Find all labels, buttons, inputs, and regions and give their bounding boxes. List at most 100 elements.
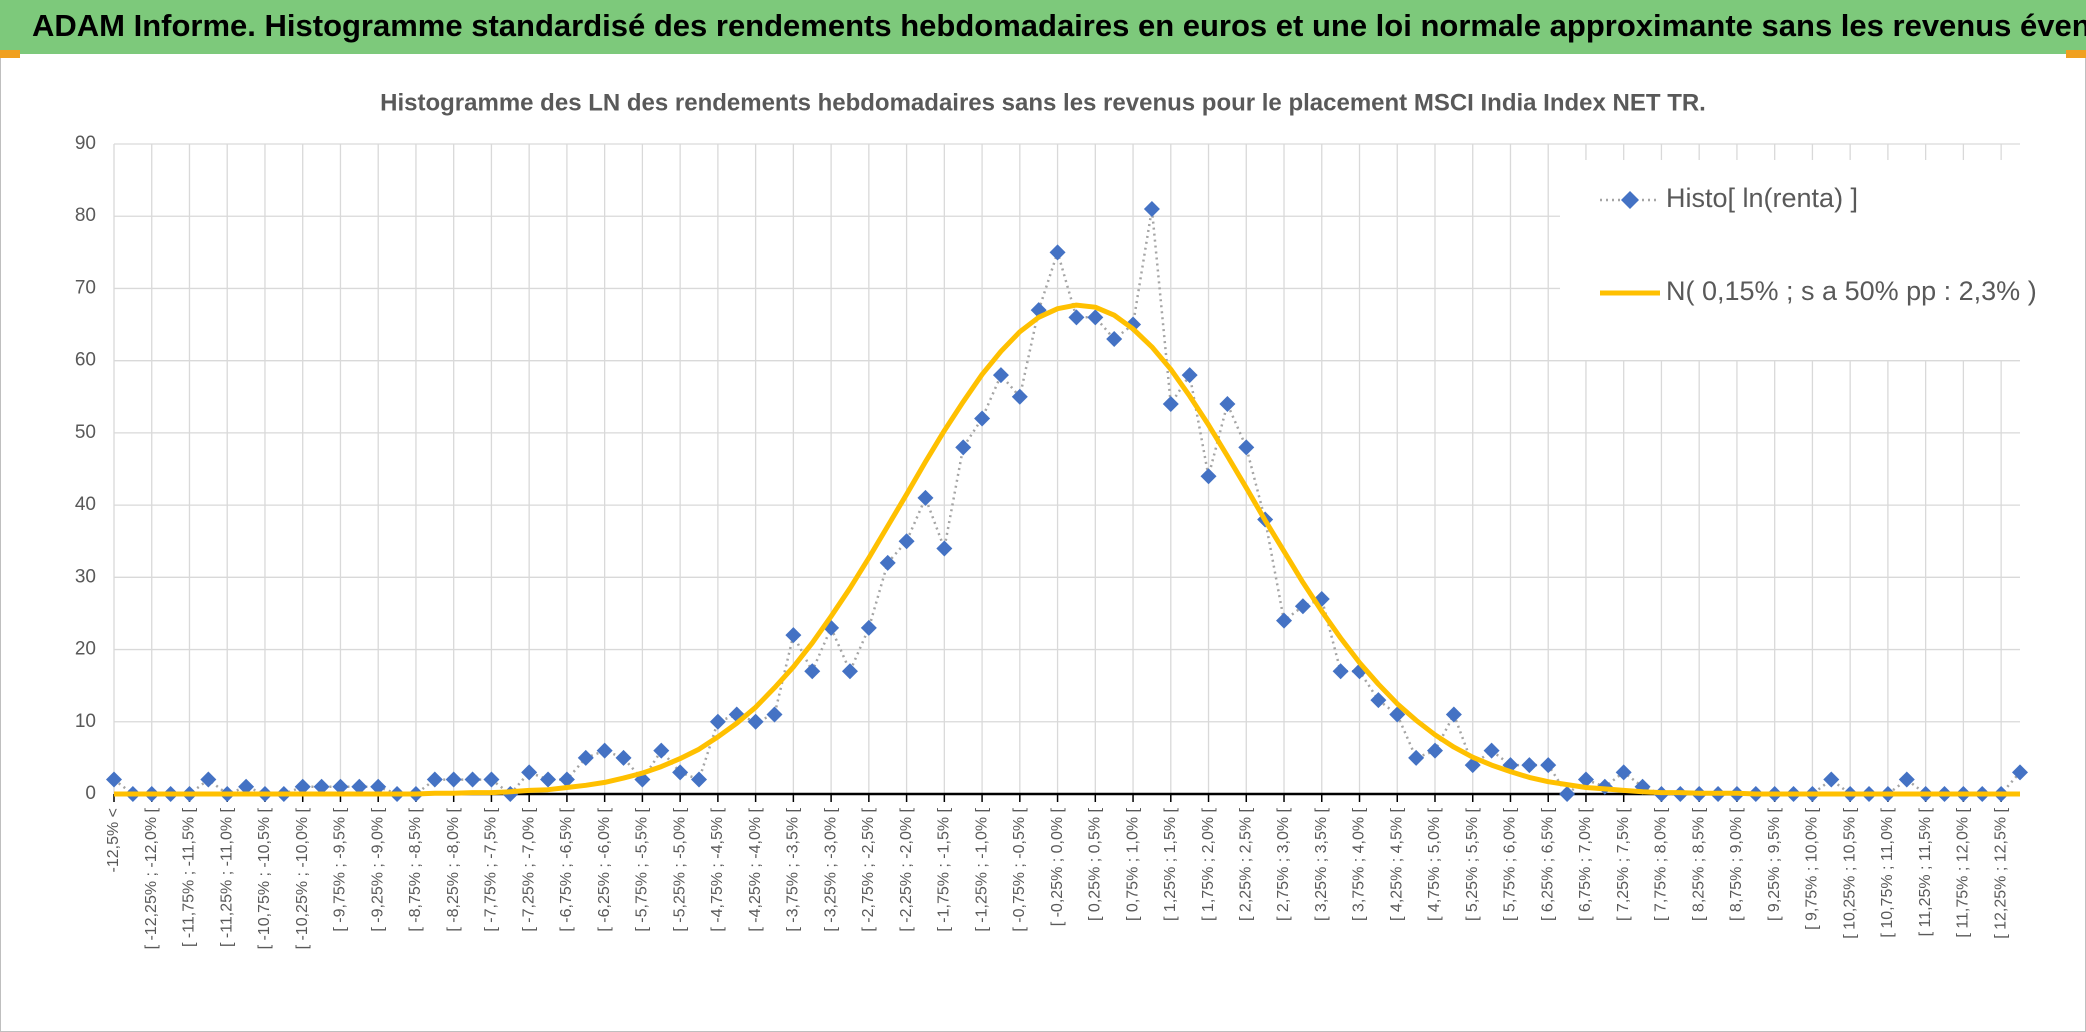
point [841, 663, 858, 680]
y-tick-label: 80 [75, 205, 96, 226]
point [672, 764, 689, 781]
point [332, 778, 349, 795]
x-tick-label: [ -6,25% ; -6,0% [ [596, 807, 613, 931]
point [785, 627, 802, 644]
point [2012, 764, 2028, 781]
point [992, 367, 1009, 384]
point [1408, 749, 1425, 766]
x-tick-label: [ 6,25% ; 6,5% [ [1539, 807, 1556, 921]
y-tick-label: 40 [75, 494, 96, 515]
header-bar [0, 0, 2086, 54]
point [200, 771, 217, 788]
point [917, 489, 934, 506]
x-tick-label: [ -1,25% ; -1,0% [ [973, 807, 990, 931]
x-tick-label: [ 2,75% ; 3,0% [ [1275, 807, 1292, 921]
point [1200, 468, 1217, 485]
point [936, 540, 953, 557]
point [370, 778, 387, 795]
point [1559, 786, 1576, 802]
point [1276, 612, 1293, 629]
point [1823, 771, 1840, 788]
x-tick-label: [ -5,25% ; -5,0% [ [671, 807, 688, 931]
point [238, 778, 255, 795]
legend-swatch-marker [1621, 191, 1639, 209]
point [879, 554, 896, 571]
x-tick-label: [ -7,25% ; -7,0% [ [520, 807, 537, 931]
x-tick-label: [ 4,25% ; 4,5% [ [1388, 807, 1405, 921]
chart-title: Histogramme des LN des rendements hebdom… [380, 89, 1706, 116]
x-tick-label: [ -2,25% ; -2,0% [ [898, 807, 915, 931]
x-tick-label: [ -0,25% ; 0,0% [ [1049, 807, 1066, 926]
x-tick-label: [ 8,75% ; 9,0% [ [1728, 807, 1745, 921]
y-tick-label: 90 [75, 133, 96, 154]
x-tick-label: [ 12,25% ; 12,5% [ [1992, 807, 2009, 938]
point [653, 742, 670, 759]
y-tick-label: 70 [75, 277, 96, 298]
x-tick-label: [ 5,75% ; 6,0% [ [1502, 807, 1519, 921]
point [1540, 757, 1557, 774]
point [1238, 439, 1255, 456]
x-tick-label: [ -5,75% ; -5,5% [ [634, 807, 651, 931]
x-tick-label: [ 8,25% ; 8,5% [ [1690, 807, 1707, 921]
point [1087, 309, 1104, 326]
x-tick-label: [ -8,75% ; -8,5% [ [407, 807, 424, 931]
y-tick-label: 0 [85, 783, 96, 804]
point [540, 771, 557, 788]
x-tick-label: [ 9,25% ; 9,5% [ [1766, 807, 1783, 921]
point [558, 771, 575, 788]
x-tick-label: [ -3,75% ; -3,5% [ [785, 807, 802, 931]
point [596, 742, 613, 759]
point [1577, 771, 1594, 788]
point [766, 706, 783, 723]
x-tick-label: [ -7,75% ; -7,5% [ [483, 807, 500, 931]
x-tick-label: [ 1,75% ; 2,0% [ [1200, 807, 1217, 921]
x-tick-label: [ -1,75% ; -1,5% [ [936, 807, 953, 931]
point [1332, 663, 1349, 680]
x-tick-label: [ 0,25% ; 0,5% [ [1087, 807, 1104, 921]
x-tick-label: -12,5% < [105, 808, 122, 872]
x-tick-label: [ 2,25% ; 2,5% [ [1237, 807, 1254, 921]
point [351, 778, 368, 795]
x-tick-label: [ -3,25% ; -3,0% [ [822, 807, 839, 931]
point [1445, 706, 1462, 723]
legend-label: N( 0,15% ; s a 50% pp : 2,3% ) [1666, 276, 2037, 306]
point [106, 771, 122, 788]
legend-box [1560, 160, 2040, 360]
point [898, 533, 915, 550]
y-tick-label: 20 [75, 639, 96, 660]
x-tick-label: [ -9,25% ; -9,0% [ [369, 807, 386, 931]
point [1426, 742, 1443, 759]
x-tick-label: [ -11,75% ; -11,5% [ [181, 807, 198, 947]
point [313, 778, 330, 795]
point [804, 663, 821, 680]
x-tick-label: [ -4,25% ; -4,0% [ [747, 807, 764, 931]
point [1219, 396, 1236, 412]
x-tick-label: [ 7,25% ; 7,5% [ [1615, 807, 1632, 921]
point [1181, 367, 1198, 384]
x-tick-label: [ 0,75% ; 1,0% [ [1124, 807, 1141, 921]
y-tick-label: 50 [75, 422, 96, 443]
x-tick-label: [ 4,75% ; 5,0% [ [1426, 807, 1443, 921]
series-line [114, 302, 2020, 797]
x-tick-label: [ 11,75% ; 12,0% [ [1955, 807, 1972, 937]
point [577, 749, 594, 766]
x-tick-label: [ -9,75% ; -9,5% [ [332, 807, 349, 931]
corner-mark [2066, 50, 2086, 58]
point [955, 439, 972, 456]
point [615, 749, 632, 766]
point [1294, 598, 1311, 615]
point [1143, 201, 1160, 217]
point [974, 410, 991, 427]
x-tick-label: [ 10,75% ; 11,0% [ [1879, 807, 1896, 937]
x-tick-label: [ 6,75% ; 7,0% [ [1577, 807, 1594, 921]
header-title: ADAM Informe. Histogramme standardisé de… [32, 8, 2086, 43]
x-tick-label: [ -6,75% ; -6,5% [ [558, 807, 575, 931]
point [1162, 396, 1179, 412]
x-tick-label: [ -8,25% ; -8,0% [ [445, 807, 462, 931]
point [1521, 757, 1538, 774]
point [691, 771, 708, 788]
x-tick-label: [ -10,75% ; -10,5% [ [256, 807, 273, 949]
legend-label: Histo[ ln(renta) ] [1666, 183, 1858, 213]
